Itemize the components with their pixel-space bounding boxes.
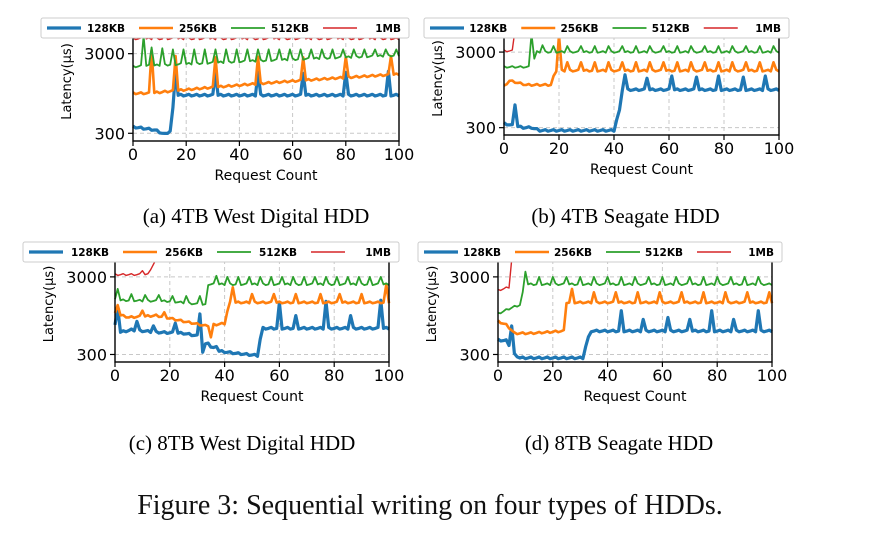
series-line-256KB xyxy=(132,49,400,96)
subplot-caption: (b) 4TB Seagate HDD xyxy=(531,204,719,228)
series-line-128KB xyxy=(502,73,780,133)
y-tick-label: 300 xyxy=(465,119,496,138)
x-tick-label: 0 xyxy=(110,366,120,385)
subplot-caption: (d) 8TB Seagate HDD xyxy=(525,431,713,455)
series-line-256KB xyxy=(113,283,391,339)
x-tick-label: 0 xyxy=(128,145,138,164)
legend-label-512KB: 512KB xyxy=(271,23,309,35)
x-axis-label: Request Count xyxy=(584,389,687,405)
subplot-b: 0 20 40 60 80 100 300 3000 Request Count Latency(… xyxy=(423,17,795,228)
legend-box xyxy=(40,17,410,39)
series-line-512KB xyxy=(503,33,780,69)
legend-label-512KB: 512KB xyxy=(652,23,690,35)
series-line-256KB xyxy=(497,287,774,336)
legend-box xyxy=(423,17,790,39)
legend-label-128KB: 128KB xyxy=(463,247,501,259)
y-tick-label: 3000 xyxy=(84,45,125,64)
x-tick-label: 20 xyxy=(160,366,180,385)
x-tick-label: 60 xyxy=(659,139,679,158)
x-tick-label: 20 xyxy=(176,145,196,164)
legend: 128KB 256KB 512KB 1MB xyxy=(40,17,410,39)
legend: 128KB 256KB 512KB 1MB xyxy=(417,241,783,263)
legend-box xyxy=(22,241,400,263)
y-tick-label: 300 xyxy=(459,345,490,364)
series-line-512KB xyxy=(114,274,390,306)
x-tick-label: 100 xyxy=(384,145,415,164)
x-tick-label: 80 xyxy=(707,366,727,385)
plot-frame xyxy=(503,21,780,136)
x-tick-label: 100 xyxy=(757,366,788,385)
series-line-512KB xyxy=(132,35,400,69)
legend-label-512KB: 512KB xyxy=(259,247,297,259)
y-axis-label: Latency(μs) xyxy=(431,40,446,117)
legend-label-128KB: 128KB xyxy=(87,23,125,35)
x-axis-label: Request Count xyxy=(590,162,693,178)
x-tick-label: 40 xyxy=(229,145,249,164)
subplot-d: 0 20 40 60 80 100 300 3000 Request Count Latency(… xyxy=(417,241,788,455)
x-axis-label: Request Count xyxy=(215,168,318,184)
y-axis-label: Latency(μs) xyxy=(60,43,75,120)
y-tick-label: 300 xyxy=(76,345,107,364)
x-tick-label: 100 xyxy=(374,366,405,385)
legend-label-256KB: 256KB xyxy=(165,247,203,259)
subplot-caption: (c) 8TB West Digital HDD xyxy=(129,431,356,455)
legend-label-1MB: 1MB xyxy=(375,23,401,35)
legend-label-1MB: 1MB xyxy=(748,247,774,259)
legend: 128KB 256KB 512KB 1MB xyxy=(423,17,790,39)
y-tick-label: 300 xyxy=(94,124,125,143)
series-line-512KB xyxy=(497,270,773,315)
subplot-c: 0 20 40 60 80 100 300 3000 Request Count Latency(… xyxy=(22,241,405,455)
legend-label-256KB: 256KB xyxy=(554,247,592,259)
x-tick-label: 40 xyxy=(604,139,624,158)
y-tick-label: 3000 xyxy=(455,43,496,62)
x-tick-label: 80 xyxy=(714,139,734,158)
legend-label-256KB: 256KB xyxy=(179,23,217,35)
legend-label-128KB: 128KB xyxy=(71,247,109,259)
legend: 128KB 256KB 512KB 1MB xyxy=(22,241,400,263)
series-line-128KB xyxy=(113,298,390,358)
legend-box xyxy=(417,241,783,263)
y-axis-label: Latency(μs) xyxy=(42,266,57,343)
subplot-caption: (a) 4TB West Digital HDD xyxy=(143,204,370,228)
x-tick-label: 20 xyxy=(549,139,569,158)
x-tick-label: 80 xyxy=(336,145,356,164)
x-tick-label: 100 xyxy=(764,139,795,158)
x-tick-label: 40 xyxy=(597,366,617,385)
x-tick-label: 20 xyxy=(543,366,563,385)
y-axis-label: Latency(μs) xyxy=(425,266,440,343)
x-tick-label: 40 xyxy=(214,366,234,385)
series-line-256KB xyxy=(503,34,780,87)
x-tick-label: 60 xyxy=(282,145,302,164)
legend-label-128KB: 128KB xyxy=(469,23,507,35)
legend-label-1MB: 1MB xyxy=(755,23,781,35)
x-tick-label: 60 xyxy=(269,366,289,385)
y-tick-label: 3000 xyxy=(449,268,490,287)
subplot-a: 0 20 40 60 80 100 300 3000 Request Count Latency(… xyxy=(40,17,415,228)
series-line-128KB xyxy=(497,309,773,361)
figure-caption: Figure 3: Sequential writing on four typ… xyxy=(137,490,723,521)
x-tick-label: 0 xyxy=(493,366,503,385)
x-tick-label: 0 xyxy=(499,139,509,158)
legend-label-256KB: 256KB xyxy=(560,23,598,35)
y-tick-label: 3000 xyxy=(66,268,107,287)
legend-label-1MB: 1MB xyxy=(365,247,391,259)
x-tick-label: 80 xyxy=(324,366,344,385)
x-axis-label: Request Count xyxy=(201,389,304,405)
x-tick-label: 60 xyxy=(652,366,672,385)
legend-label-512KB: 512KB xyxy=(645,247,683,259)
